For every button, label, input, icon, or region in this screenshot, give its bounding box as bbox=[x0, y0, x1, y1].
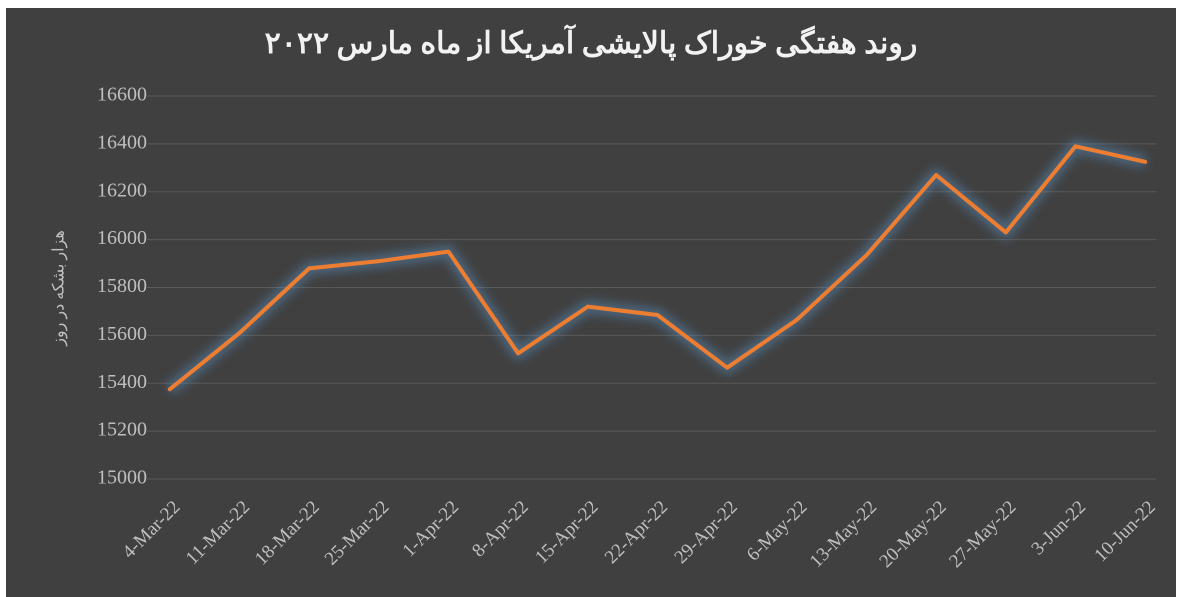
y-tick-label: 15000 bbox=[97, 467, 147, 489]
y-axis-label: هزار بشکه در روز bbox=[51, 230, 68, 347]
y-tick-label: 15800 bbox=[97, 275, 147, 297]
y-tick-label: 15200 bbox=[97, 419, 147, 441]
line bbox=[167, 144, 1148, 392]
y-tick-label: 16000 bbox=[97, 227, 147, 249]
y-tick-label: 15400 bbox=[97, 371, 147, 393]
y-tick-label: 16400 bbox=[97, 131, 147, 153]
y-tick-label: 16200 bbox=[97, 179, 147, 201]
chart-title: روند هفتگی خوراک پالایشی آمریکا از ماه م… bbox=[265, 23, 918, 62]
y-tick-label: 16600 bbox=[97, 84, 147, 106]
y-tick-label: 15600 bbox=[97, 323, 147, 345]
